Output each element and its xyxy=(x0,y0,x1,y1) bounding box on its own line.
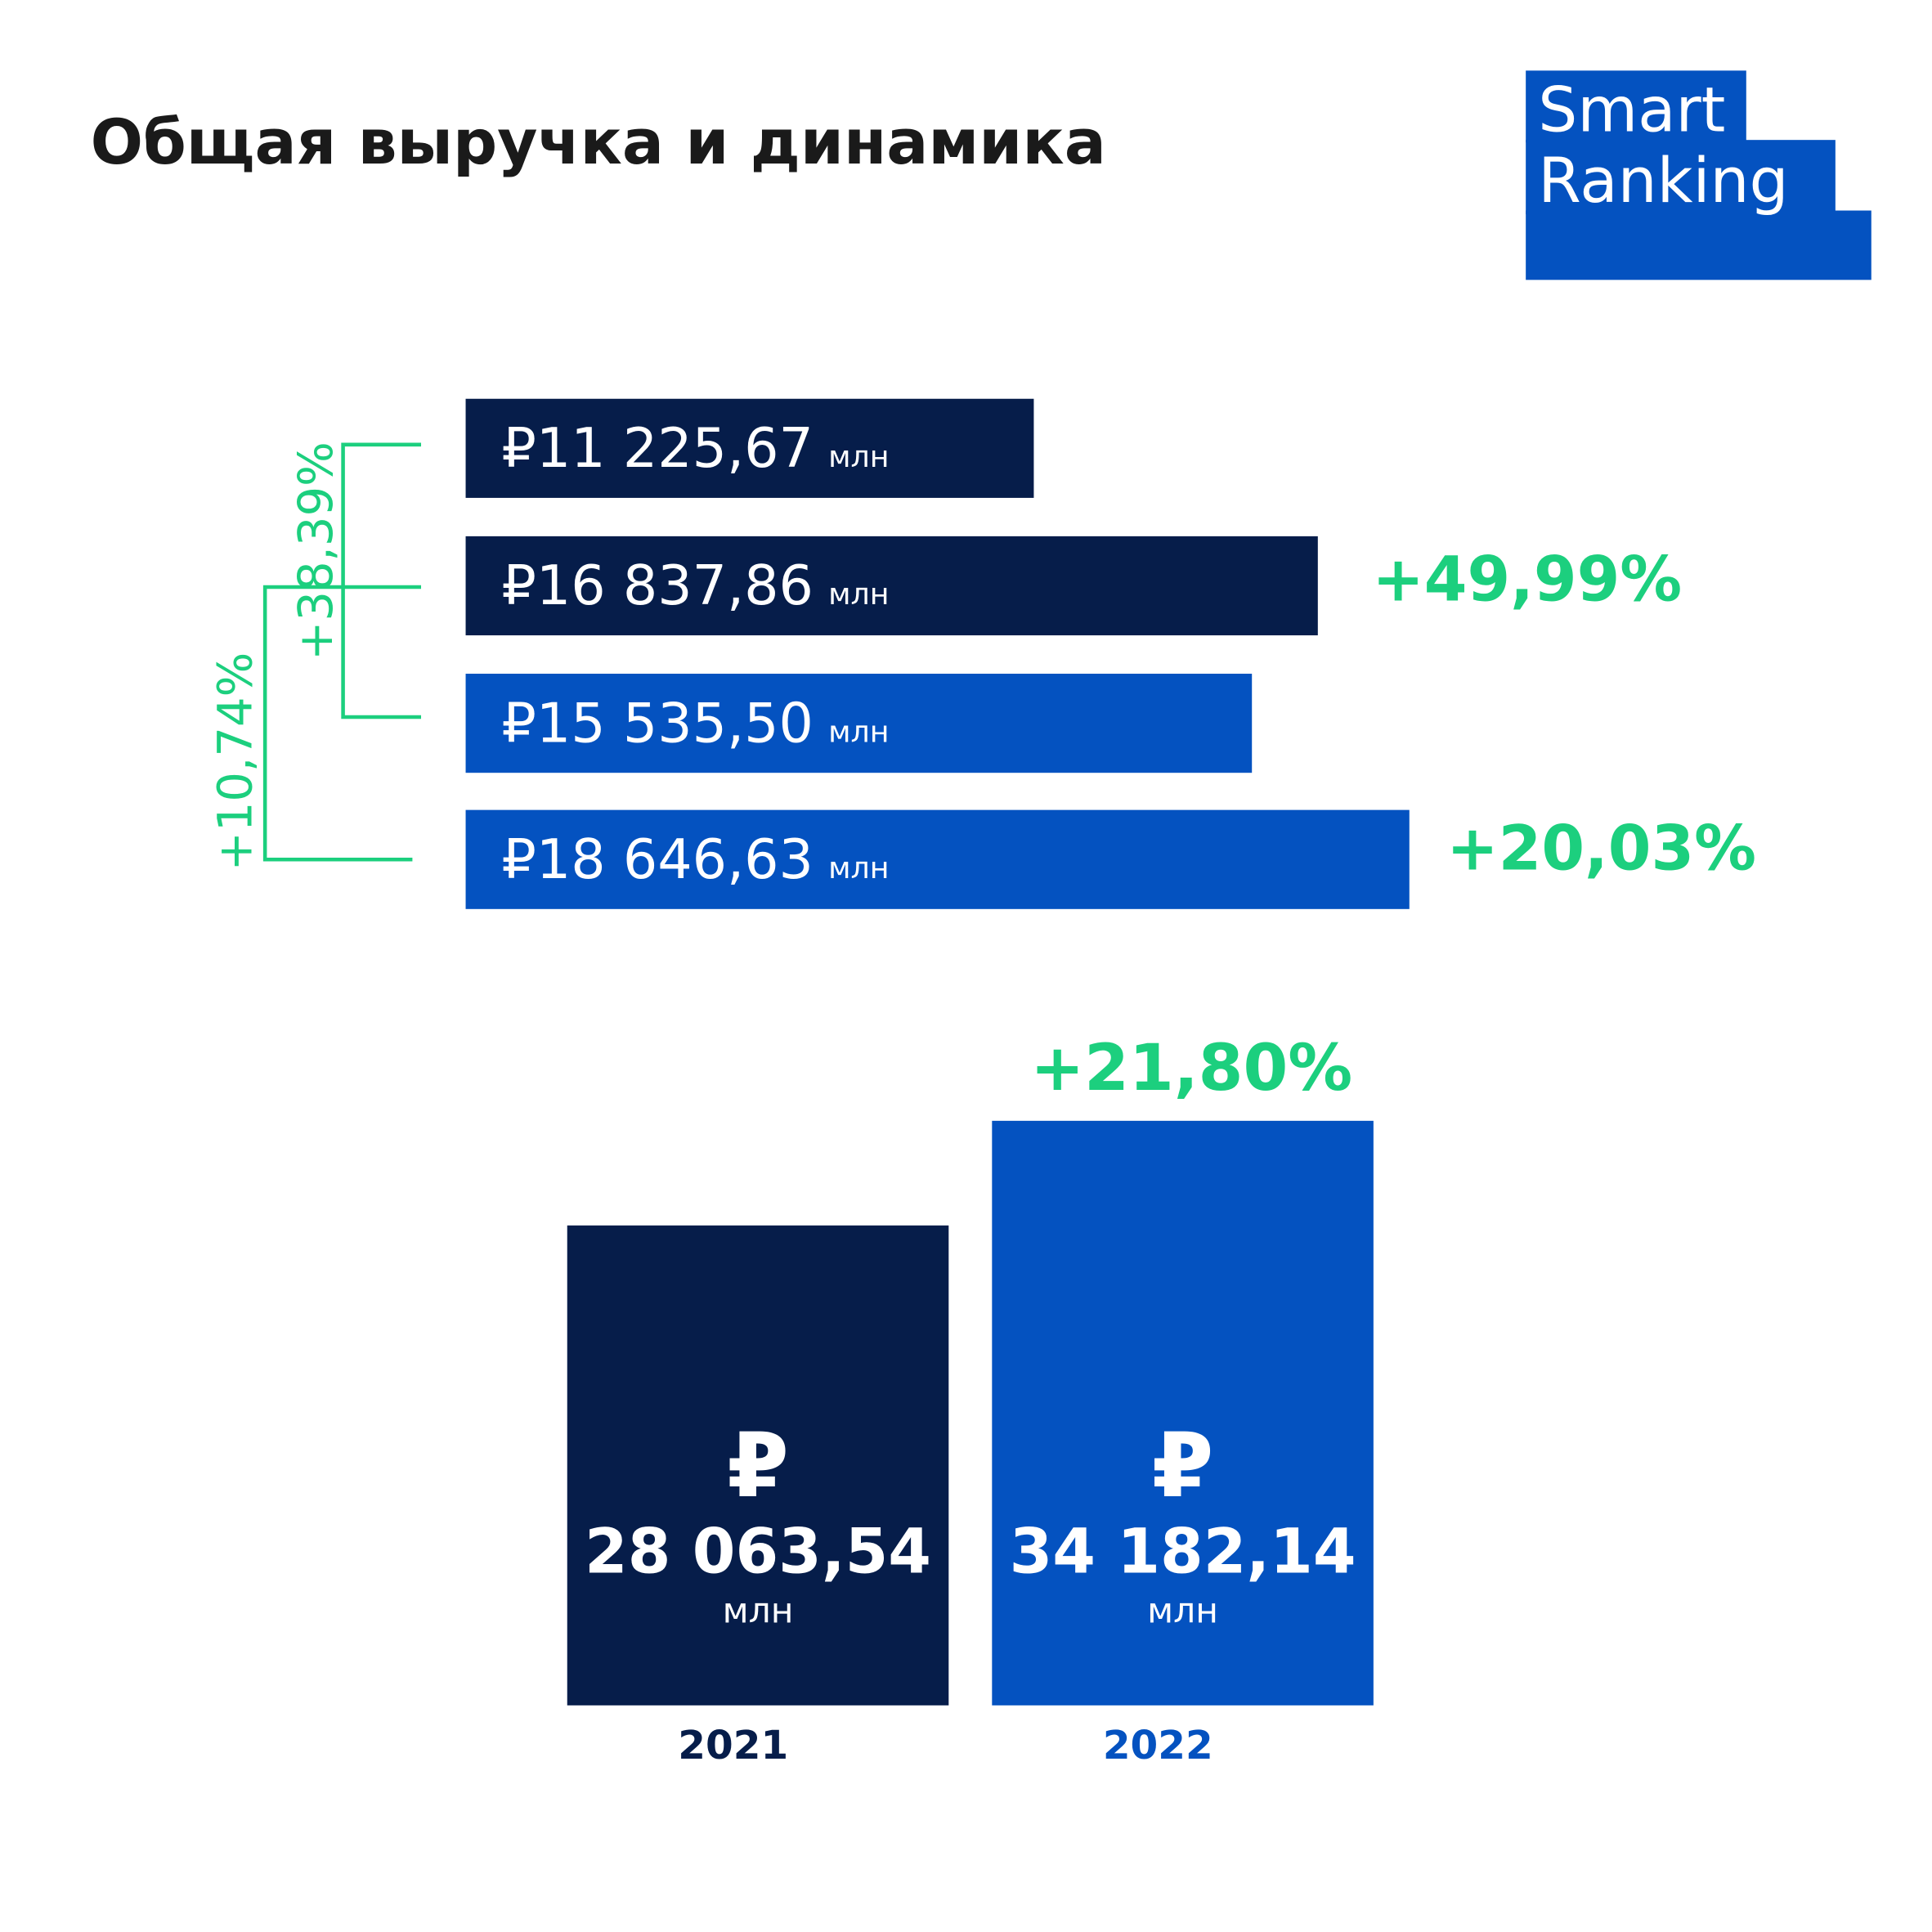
currency-label: ₽ xyxy=(1152,1414,1214,1517)
value-label: ₽11 225,67 xyxy=(501,416,813,480)
logo-block xyxy=(1526,140,1836,215)
value-label: 34 182,14 xyxy=(1010,1516,1356,1588)
change-label: +21,80% xyxy=(1030,1030,1352,1105)
title: Общая выручка и динамика xyxy=(91,106,1106,178)
change-label: +49,99% xyxy=(1372,544,1682,616)
bracket-label: +38,39% xyxy=(289,442,343,661)
logo-text: Smart xyxy=(1538,74,1725,146)
x-tick-label: 2022 xyxy=(1103,1723,1213,1768)
bracket xyxy=(262,585,422,862)
unit-label: млн xyxy=(828,439,889,474)
unit-label: млн xyxy=(828,850,889,885)
value-label: ₽16 837,86 xyxy=(501,554,813,617)
unit-label: млн xyxy=(828,576,889,612)
x-tick-label: 2021 xyxy=(678,1723,788,1768)
bar xyxy=(465,809,1410,909)
value-label: 28 063,54 xyxy=(585,1516,931,1588)
currency-label: ₽ xyxy=(727,1414,789,1517)
logo-block xyxy=(1526,210,1871,280)
value-label: ₽18 646,63 xyxy=(501,827,813,891)
bar xyxy=(567,1225,949,1706)
logo-block xyxy=(1526,70,1746,143)
value-label: ₽15 535,50 xyxy=(501,691,813,755)
change-label: +20,03% xyxy=(1446,812,1756,884)
unit-label: млн xyxy=(723,1591,794,1631)
bracket xyxy=(341,442,422,719)
bar xyxy=(465,398,1034,498)
bar xyxy=(465,536,1318,636)
logo: Smart Ranking xyxy=(1526,70,1871,280)
unit-label: млн xyxy=(1147,1591,1218,1631)
bar xyxy=(992,1120,1374,1706)
logo-text: Ranking xyxy=(1538,145,1788,217)
unit-label: млн xyxy=(828,714,889,749)
bracket-label: +10,74% xyxy=(208,652,262,872)
bar xyxy=(465,674,1253,773)
